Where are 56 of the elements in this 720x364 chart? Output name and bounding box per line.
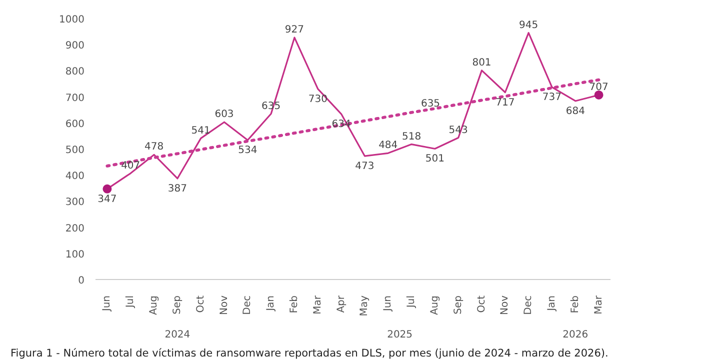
data-label: 541: [191, 125, 210, 136]
x-tick-label: Jan: [546, 295, 558, 312]
x-tick-label: Oct: [195, 295, 206, 313]
y-tick-label: 1000: [59, 14, 85, 26]
data-label: 945: [519, 20, 538, 31]
text: 2025: [387, 330, 413, 340]
data-label: 707: [589, 82, 608, 93]
y-tick-label: 200: [65, 223, 85, 234]
x-tick-label: Jul: [406, 295, 418, 309]
y-tick-label: 300: [65, 197, 85, 208]
data-label: 801: [472, 57, 492, 68]
text: 2026: [562, 330, 588, 340]
x-tick-label: May: [359, 295, 370, 316]
x-tick-label: Sep: [452, 295, 464, 314]
y-tick-label: 900: [65, 40, 85, 52]
x-tick-label: Feb: [288, 295, 300, 314]
x-tick-label: Aug: [429, 295, 440, 316]
y-tick-label: 0: [78, 276, 85, 286]
x-tick-label: Dec: [523, 295, 534, 315]
x-tick-label: Jul: [125, 295, 136, 309]
data-label: 603: [214, 109, 234, 120]
data-label: 478: [144, 142, 164, 153]
x-tick-label: Jan: [266, 295, 277, 312]
text: Figura 1 - Número total de víctimas de ransomware reportadas en DLS, por mes (junio de 2024 - marzo de 2026).: [10, 348, 608, 360]
data-label: 927: [284, 24, 304, 36]
x-tick-label: Dec: [242, 295, 254, 315]
y-tick-label: 400: [65, 171, 85, 182]
x-tick-label: Mar: [593, 294, 604, 314]
x-tick-label: Jun: [382, 296, 394, 312]
y-tick-label: 100: [65, 249, 85, 260]
y-tick-label: 700: [65, 92, 85, 104]
data-label: 473: [355, 161, 374, 172]
x-tick-label: Jun: [102, 296, 113, 312]
x-tick-label: Apr: [336, 294, 347, 313]
x-tick-label: Feb: [570, 295, 581, 314]
data-label: 534: [238, 145, 258, 156]
x-tick-label: Nov: [500, 295, 511, 316]
data-label: 684: [566, 106, 585, 117]
x-tick-label: Nov: [218, 295, 230, 316]
data-label: 501: [425, 154, 444, 165]
y-tick-label: 500: [65, 145, 85, 156]
y-tick-label: 600: [65, 118, 85, 130]
data-label: 730: [308, 94, 328, 105]
annotation: 635: [420, 98, 440, 110]
x-tick-label: Aug: [148, 295, 160, 316]
data-label: 387: [168, 183, 187, 194]
data-label: 518: [402, 131, 422, 142]
x-tick-label: Oct: [476, 295, 488, 313]
data-label: 737: [542, 92, 562, 104]
data-label: 484: [378, 140, 398, 152]
x-tick-label: Sep: [172, 295, 183, 314]
y-tick-label: 800: [65, 66, 85, 78]
text: 2024: [164, 330, 190, 340]
data-label: 717: [496, 97, 515, 108]
data-label: 347: [98, 194, 117, 205]
x-tick-label: Mar: [312, 294, 324, 314]
